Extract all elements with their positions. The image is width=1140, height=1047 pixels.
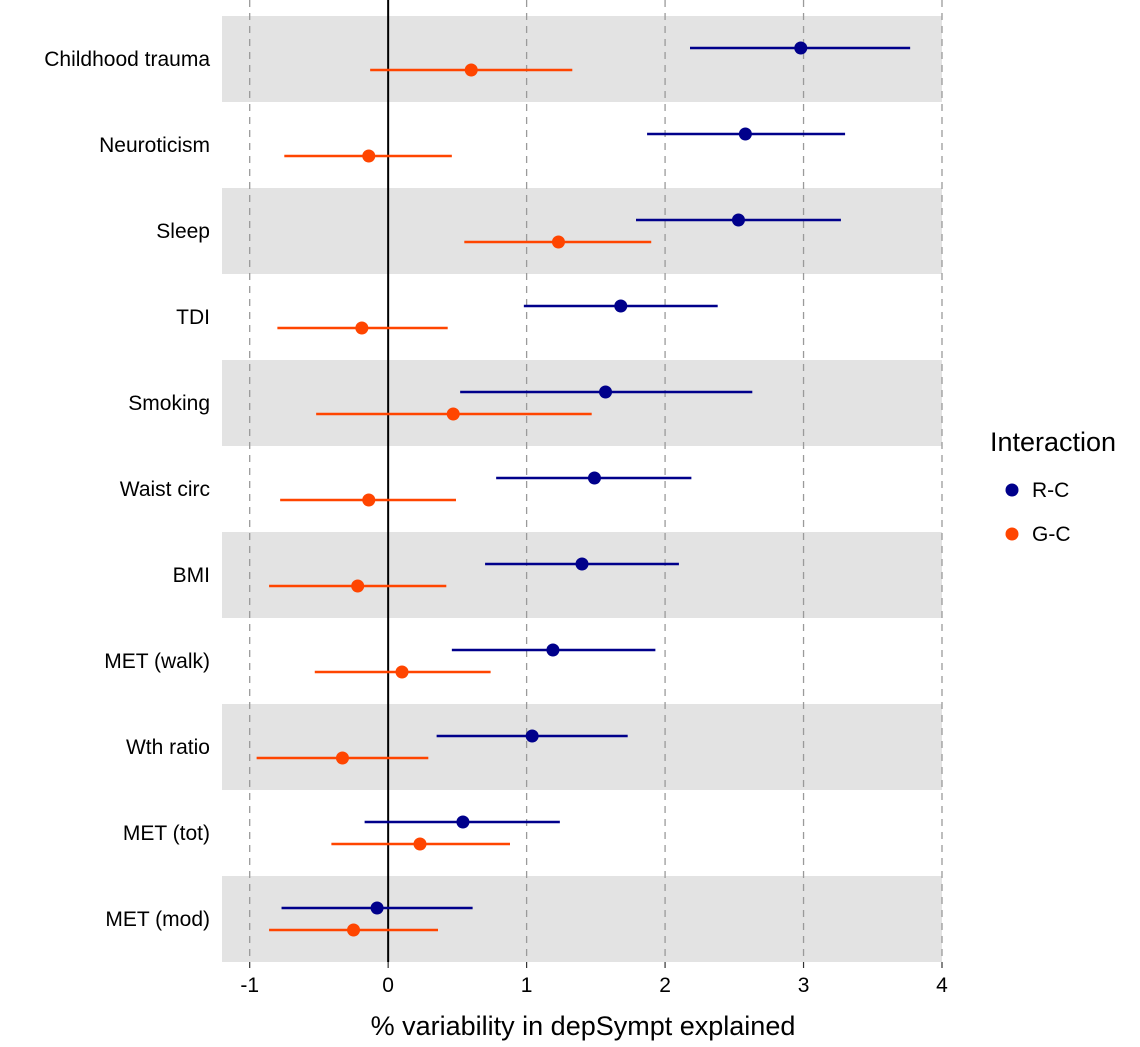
- x-axis: -1 0 1 2 3 4: [240, 962, 948, 997]
- row-band: [222, 532, 942, 618]
- legend-label: G-C: [1032, 523, 1071, 546]
- x-tick-label: 0: [382, 974, 394, 997]
- point-estimate: [575, 557, 589, 571]
- point-estimate: [731, 213, 745, 227]
- point-estimate: [370, 901, 384, 915]
- y-tick-label: MET (mod): [105, 908, 210, 931]
- x-tick-label: 1: [521, 974, 533, 997]
- y-tick-label: Sleep: [156, 220, 210, 243]
- point-estimate: [456, 815, 470, 829]
- y-axis: Childhood trauma Neuroticism Sleep TDI Smoki…: [44, 48, 210, 931]
- point-estimate: [335, 751, 349, 765]
- x-tick-label: 3: [798, 974, 810, 997]
- legend-swatch: [1005, 483, 1019, 497]
- row-band: [222, 876, 942, 962]
- x-axis-label: % variability in depSympt explained: [371, 1011, 796, 1041]
- data-marks: [256, 41, 911, 937]
- point-estimate: [614, 299, 628, 313]
- y-tick-label: Waist circ: [120, 478, 210, 501]
- point-estimate: [599, 385, 613, 399]
- point-estimate: [738, 127, 752, 141]
- legend-title: Interaction: [990, 427, 1116, 457]
- legend: Interaction R-C G-C: [990, 427, 1116, 546]
- y-tick-label: MET (walk): [104, 650, 210, 673]
- x-tick-label: -1: [240, 974, 259, 997]
- point-estimate: [546, 643, 560, 657]
- row-band: [222, 704, 942, 790]
- point-estimate: [362, 149, 376, 163]
- row-band: [222, 360, 942, 446]
- y-tick-label: Childhood trauma: [44, 48, 210, 71]
- point-estimate: [551, 235, 565, 249]
- y-tick-label: BMI: [173, 564, 210, 587]
- y-tick-label: Neuroticism: [99, 134, 210, 157]
- point-estimate: [587, 471, 601, 485]
- point-estimate: [355, 321, 369, 335]
- row-bands: [222, 16, 942, 962]
- point-estimate: [413, 837, 427, 851]
- x-tick-label: 4: [936, 974, 948, 997]
- y-tick-label: Smoking: [128, 392, 210, 415]
- y-tick-label: Wth ratio: [126, 736, 210, 759]
- row-band: [222, 188, 942, 274]
- point-estimate: [395, 665, 409, 679]
- point-estimate: [794, 41, 808, 55]
- y-tick-label: MET (tot): [123, 822, 210, 845]
- point-estimate: [351, 579, 365, 593]
- legend-label: R-C: [1032, 479, 1069, 502]
- y-tick-label: TDI: [176, 306, 210, 329]
- x-tick-label: 2: [659, 974, 671, 997]
- point-estimate: [347, 923, 361, 937]
- point-estimate: [362, 493, 376, 507]
- legend-swatch: [1005, 527, 1019, 541]
- point-estimate: [464, 63, 478, 77]
- point-estimate: [525, 729, 539, 743]
- row-band: [222, 16, 942, 102]
- point-estimate: [446, 407, 460, 421]
